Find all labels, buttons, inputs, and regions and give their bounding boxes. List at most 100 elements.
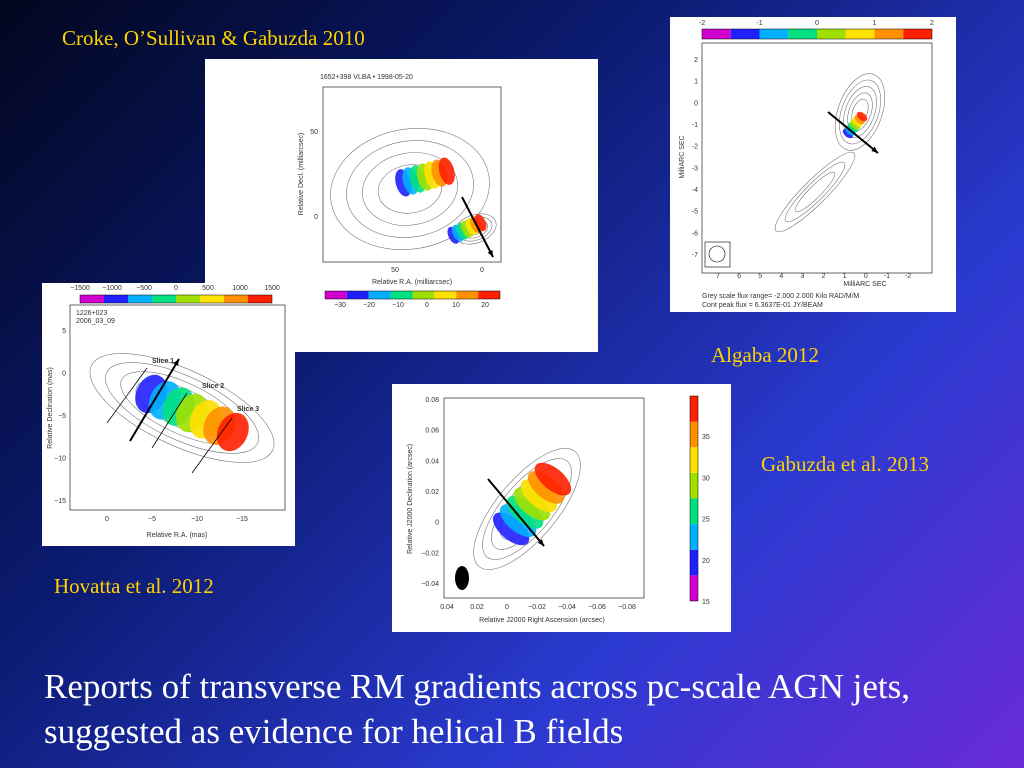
- tick-label: 4: [779, 273, 783, 280]
- figure: 35 30 25 20 15 0.04 0.02 0 −0.02 −0.04 −0.06 −0.08 0…: [392, 384, 731, 632]
- colorbar: [128, 295, 152, 303]
- tick-label: -2: [699, 20, 705, 27]
- tick-label: 500: [202, 285, 214, 292]
- tick-label: 0: [174, 285, 178, 292]
- tick-label: 0: [105, 516, 109, 523]
- caption: Gabuzda et al. 2013: [761, 452, 929, 476]
- tick-label: 10: [452, 302, 460, 309]
- tick-label: -3: [692, 165, 698, 172]
- tick-label: −15: [54, 498, 66, 505]
- tick-label: 2: [930, 20, 934, 27]
- rm-map: [499, 504, 537, 537]
- figure-header: 1652+398 VLBA • 1998-05-20: [320, 74, 413, 81]
- rm-map: [520, 479, 558, 513]
- tick-label: -5: [692, 209, 698, 216]
- tick-label: 0: [435, 520, 439, 527]
- arrow: [827, 111, 879, 154]
- plot-frame: [443, 397, 645, 599]
- arrow-head: [871, 146, 878, 153]
- tick-label: 2: [694, 57, 698, 64]
- tick-label: −10: [54, 456, 66, 463]
- rm-map: [534, 462, 572, 496]
- tick-label: 6: [737, 273, 741, 280]
- tick-label: -7: [692, 252, 698, 259]
- colorbar: [248, 295, 272, 303]
- tick-label: −0.08: [618, 604, 636, 611]
- colorbar: [390, 291, 413, 299]
- rm-map: [527, 471, 565, 504]
- colorbar: [200, 295, 224, 303]
- colorbar: [730, 29, 760, 39]
- contour: [794, 171, 836, 213]
- colorbar: [346, 291, 369, 299]
- tick-label: −10: [191, 516, 203, 523]
- arrow-head: [487, 250, 493, 257]
- colorbar: [224, 295, 248, 303]
- slice-label: Slice 3: [237, 406, 259, 413]
- slice-label: Slice 2: [202, 383, 224, 390]
- axis-label: Relative R.A. (milliarcsec): [372, 279, 452, 286]
- colorbar: [434, 291, 457, 299]
- tick-label: 0: [62, 371, 66, 378]
- contour: [104, 362, 260, 454]
- colorbar-frame: [79, 294, 273, 304]
- tick-label: −0.02: [421, 550, 439, 557]
- arrow: [487, 478, 545, 547]
- colorbar: [788, 29, 817, 39]
- tick-label: −0.06: [588, 604, 606, 611]
- tick-label: 5: [62, 328, 66, 335]
- arrow: [461, 196, 494, 258]
- arrow-head: [173, 359, 179, 366]
- colorbar-frame: [689, 395, 699, 602]
- tick-label: 20: [481, 302, 489, 309]
- contour: [89, 353, 275, 463]
- colorbar: [325, 291, 347, 299]
- caption: Hovatta et al. 2012: [54, 574, 214, 598]
- axis-label: Relative Declination (mas): [47, 367, 54, 449]
- tick-label: -6: [692, 230, 698, 237]
- colorbar: [690, 575, 698, 601]
- tick-label: 0.04: [425, 458, 439, 465]
- colorbar: [817, 29, 846, 39]
- tick-label: −5: [58, 413, 66, 420]
- colorbar: [690, 549, 698, 576]
- caption: Algaba 2012: [711, 343, 819, 367]
- tick-label: -1: [692, 122, 698, 129]
- plot-frame: [322, 86, 502, 263]
- tick-label: 30: [702, 475, 710, 482]
- axis-label: Relative R.A. (mas): [147, 532, 208, 539]
- caption: Croke, O’Sullivan & Gabuzda 2010: [62, 26, 365, 50]
- colorbar: [874, 29, 904, 39]
- tick-label: −0.04: [421, 581, 439, 588]
- contour: [834, 73, 886, 151]
- contour: [473, 448, 581, 570]
- footer: Grey scale flux range= -2.000 2.000 Kilo…: [702, 293, 860, 300]
- tick-label: 1: [873, 20, 877, 27]
- colorbar: [152, 295, 176, 303]
- colorbar: [176, 295, 200, 303]
- contour: [482, 458, 572, 560]
- contour: [839, 79, 881, 145]
- arrow-head: [537, 539, 544, 546]
- tick-label: 0: [694, 100, 698, 107]
- tick-label: 0: [425, 302, 429, 309]
- tick-label: 5: [758, 273, 762, 280]
- tick-label: 2: [822, 273, 826, 280]
- colorbar: [478, 291, 500, 299]
- colorbar: [690, 498, 698, 525]
- slice: [106, 367, 148, 424]
- colorbar-frame: [701, 28, 933, 40]
- colorbar: [690, 447, 698, 473]
- tick-label: -1: [756, 20, 762, 27]
- tick-label: −10: [392, 302, 404, 309]
- tick-label: 0.02: [425, 489, 439, 496]
- colorbar: [845, 29, 875, 39]
- colorbar: [104, 295, 128, 303]
- tick-label: −30: [334, 302, 346, 309]
- figure: -2 -1 0 1 2 7 6 5 4 3 2 1 0 -1 -2 2 1 0 -1 -2 -3 -4 -5 -6 -7 Mill…: [670, 17, 956, 312]
- tick-label: −15: [236, 516, 248, 523]
- tick-label: 35: [702, 434, 710, 441]
- tick-label: 0: [480, 267, 484, 274]
- tick-label: 3: [800, 273, 804, 280]
